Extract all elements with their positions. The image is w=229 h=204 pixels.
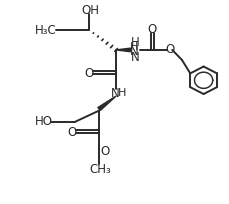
Text: OH: OH — [81, 3, 99, 17]
Polygon shape — [116, 49, 130, 52]
Text: H
N: H N — [131, 36, 139, 64]
Text: N: N — [110, 86, 119, 99]
Polygon shape — [97, 96, 116, 111]
Text: O: O — [165, 43, 174, 56]
Text: N: N — [129, 45, 138, 58]
Text: O: O — [84, 66, 93, 79]
Text: CH₃: CH₃ — [89, 162, 111, 175]
Text: H: H — [117, 88, 126, 98]
Text: HO: HO — [34, 115, 52, 128]
Text: O: O — [67, 126, 76, 139]
Text: O: O — [100, 144, 109, 157]
Text: H: H — [130, 42, 138, 52]
Text: O: O — [147, 23, 156, 36]
Text: H₃C: H₃C — [35, 24, 56, 37]
